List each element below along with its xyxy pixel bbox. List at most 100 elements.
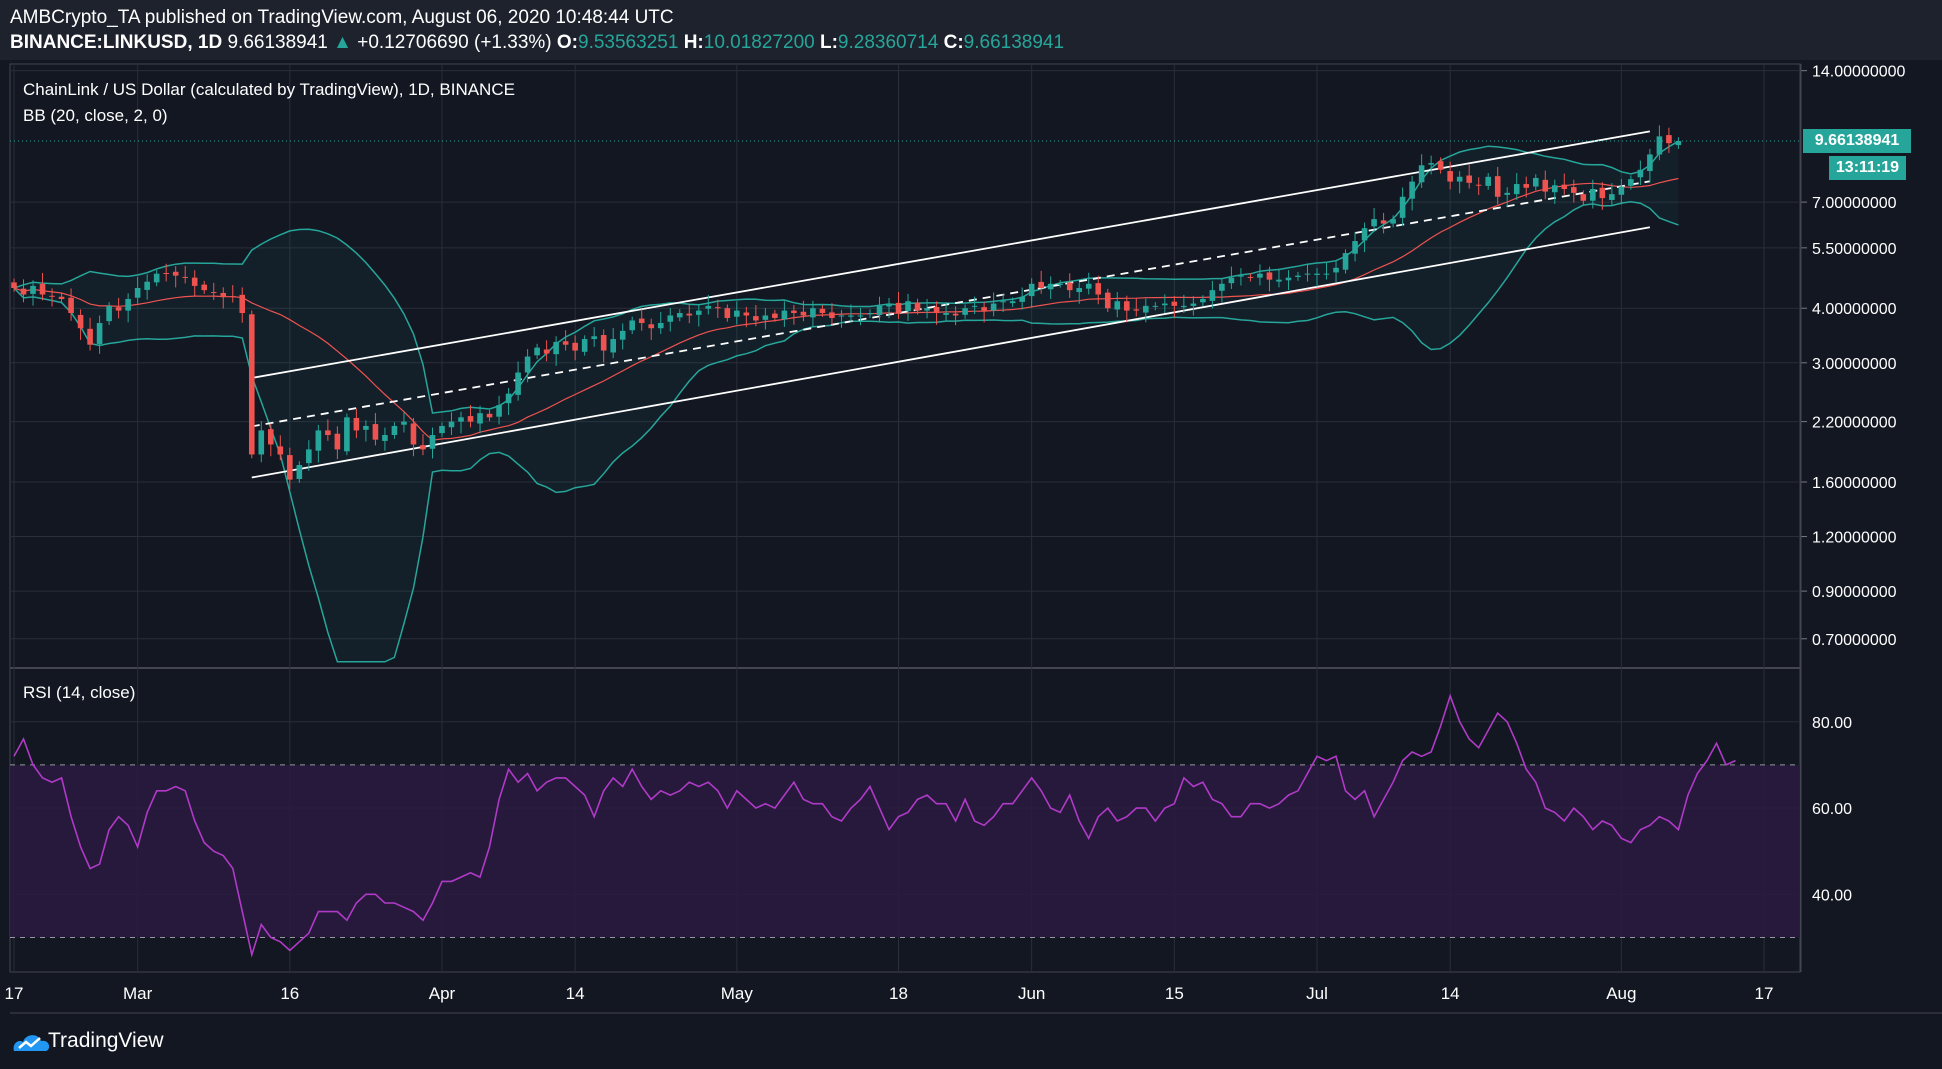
x-tick-label: Mar bbox=[123, 984, 153, 1003]
bb-basis bbox=[13, 177, 1679, 441]
tradingview-logo-icon[interactable] bbox=[12, 1027, 52, 1053]
candle-body bbox=[77, 314, 84, 329]
candle-body bbox=[1475, 184, 1482, 186]
x-tick-label: 16 bbox=[280, 984, 299, 1003]
candle-body bbox=[325, 430, 331, 435]
last-price-tag: 9.66138941 bbox=[1803, 129, 1911, 153]
channel-upper-line[interactable] bbox=[251, 130, 1651, 379]
x-tick-label: 17 bbox=[5, 984, 24, 1003]
candle-body bbox=[562, 341, 569, 345]
candle-body bbox=[1551, 185, 1558, 193]
candle-body bbox=[87, 328, 93, 345]
candle-body bbox=[819, 308, 826, 314]
low-value: 9.28360714 bbox=[837, 32, 939, 53]
change-value: +0.12706690 (+1.33%) bbox=[357, 32, 552, 53]
x-tick-label: 17 bbox=[1755, 984, 1774, 1003]
open-value: 9.53563251 bbox=[578, 32, 679, 53]
candle-body bbox=[962, 308, 968, 315]
candle-body bbox=[895, 302, 902, 314]
candle-body bbox=[1143, 305, 1149, 313]
candle-body bbox=[657, 323, 664, 329]
candle-body bbox=[248, 314, 255, 455]
candle-body bbox=[210, 292, 217, 294]
candle-body bbox=[1304, 273, 1311, 275]
x-tick-label: 14 bbox=[1441, 984, 1460, 1003]
candle-body bbox=[876, 305, 883, 315]
candle-body bbox=[477, 413, 483, 424]
candle-body bbox=[572, 342, 578, 351]
candle-body bbox=[1609, 194, 1615, 200]
candle-body bbox=[1171, 301, 1178, 306]
candle-body bbox=[724, 308, 731, 318]
price-tick-label: 1.60000000 bbox=[1812, 475, 1897, 492]
candle-body bbox=[857, 315, 864, 317]
candle-body bbox=[1000, 301, 1006, 303]
candle-body bbox=[667, 315, 674, 322]
candle-body bbox=[106, 305, 112, 322]
candle-body bbox=[229, 296, 236, 298]
x-tick-label: 18 bbox=[889, 984, 908, 1003]
rsi-band-fill bbox=[10, 764, 1800, 938]
candle-body bbox=[372, 424, 379, 440]
candle-body bbox=[1190, 303, 1197, 306]
ohlc-info: BINANCE:LINKUSD, 1D 9.66138941 ▲ +0.1270… bbox=[10, 32, 1064, 54]
candle-body bbox=[1295, 275, 1301, 278]
chart-canvas[interactable]: 17 Mar 16 Apr 14 May 18 Jun 15 Jul 14 Aug 17 14.00000… bbox=[0, 0, 1942, 1014]
candle-body bbox=[715, 307, 721, 309]
candle-body bbox=[1038, 281, 1044, 289]
low-label: L: bbox=[819, 32, 838, 53]
candle-body bbox=[267, 429, 274, 445]
candle-body bbox=[344, 417, 350, 452]
candle-body bbox=[1466, 175, 1472, 183]
candle-body bbox=[753, 316, 759, 321]
candle-body bbox=[581, 339, 588, 352]
footer bbox=[0, 1014, 1942, 1069]
candle-body bbox=[914, 302, 921, 311]
candle-body bbox=[848, 315, 854, 317]
candle-body bbox=[1066, 282, 1073, 291]
candle-body bbox=[1009, 301, 1016, 304]
candle-body bbox=[838, 315, 845, 317]
x-tick-label: Jul bbox=[1306, 984, 1328, 1003]
candle-body bbox=[191, 277, 198, 286]
candle-body bbox=[610, 339, 616, 353]
channel-lower-line[interactable] bbox=[251, 226, 1651, 479]
candle-body bbox=[1590, 189, 1596, 201]
candle-body bbox=[1133, 309, 1140, 311]
candle-body bbox=[1532, 177, 1539, 187]
candle-body bbox=[1447, 171, 1453, 182]
candle-body bbox=[1019, 296, 1025, 302]
candle-body bbox=[182, 276, 188, 278]
candle-body bbox=[943, 313, 949, 315]
candle-body bbox=[924, 308, 930, 311]
tradingview-brand[interactable]: TradingView bbox=[48, 1029, 164, 1052]
candle-body bbox=[1504, 192, 1511, 195]
candle-body bbox=[1257, 273, 1263, 278]
candle-body bbox=[1437, 161, 1444, 170]
price-tick-label: 5.50000000 bbox=[1812, 241, 1897, 258]
candle-body bbox=[334, 433, 341, 450]
candle-body bbox=[524, 356, 531, 373]
symbol-label[interactable]: BINANCE:LINKUSD, 1D bbox=[10, 32, 223, 53]
candle-body bbox=[791, 310, 797, 314]
price-tick-label: 14.00000000 bbox=[1812, 64, 1906, 81]
channel-mid-line[interactable] bbox=[251, 180, 1651, 428]
rsi-indicator-label[interactable]: RSI (14, close) bbox=[23, 683, 136, 702]
candle-body bbox=[1380, 220, 1387, 224]
candle-body bbox=[1162, 303, 1168, 306]
price-tick-label: 0.90000000 bbox=[1812, 584, 1897, 601]
candle-body bbox=[153, 273, 160, 283]
candle-body bbox=[1399, 196, 1406, 218]
candle-body bbox=[772, 313, 778, 318]
price-tick-label: 7.00000000 bbox=[1812, 195, 1897, 212]
candle-body bbox=[743, 312, 750, 316]
candle-body bbox=[600, 335, 607, 351]
candle-body bbox=[638, 318, 645, 324]
candle-body bbox=[439, 425, 445, 434]
header-bar: AMBCrypto_TA published on TradingView.co… bbox=[0, 0, 1942, 60]
candle-body bbox=[1656, 136, 1663, 155]
candle-body bbox=[353, 417, 360, 431]
candle-body bbox=[629, 320, 636, 331]
bb-indicator-label[interactable]: BB (20, close, 2, 0) bbox=[23, 106, 168, 125]
candle-body bbox=[1647, 154, 1653, 172]
